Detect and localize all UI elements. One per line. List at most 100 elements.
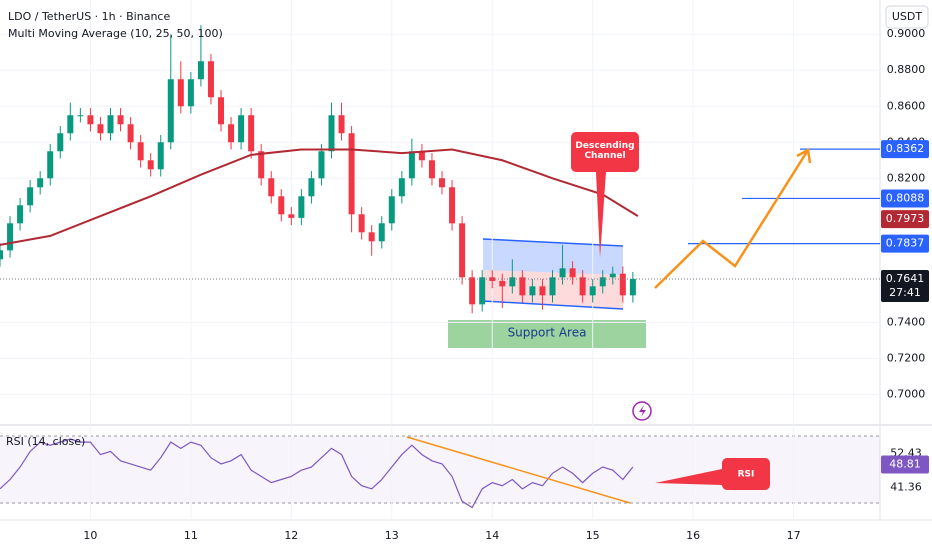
candle-body bbox=[459, 223, 466, 278]
candle-body bbox=[97, 124, 104, 134]
x-tick-label: 17 bbox=[787, 529, 801, 542]
candle-body bbox=[0, 250, 3, 260]
candle-body bbox=[308, 178, 315, 197]
candle-body bbox=[57, 133, 64, 152]
candle-body bbox=[147, 160, 154, 170]
rsi-tick-label: 41.36 bbox=[890, 481, 922, 494]
candle-body bbox=[418, 151, 425, 161]
rsi-callout-label: RSI bbox=[738, 470, 755, 480]
candle-body bbox=[318, 151, 325, 179]
candle-body bbox=[167, 79, 174, 143]
candle-body bbox=[529, 286, 536, 296]
price-level-badge bbox=[881, 140, 929, 159]
candle-body bbox=[599, 277, 606, 287]
last-price-badge bbox=[881, 269, 929, 302]
candle-body bbox=[177, 79, 184, 107]
channel-callout bbox=[571, 132, 639, 258]
candle-body bbox=[187, 79, 194, 107]
candle-body bbox=[499, 280, 506, 287]
candle-body bbox=[17, 205, 24, 224]
candle-body bbox=[47, 151, 54, 179]
price-level-label: 0.8088 bbox=[886, 191, 925, 204]
candle-body bbox=[127, 124, 134, 143]
candle-body bbox=[238, 115, 245, 143]
rsi-callout bbox=[655, 458, 770, 490]
candle-body bbox=[338, 115, 345, 134]
candle-body bbox=[288, 214, 295, 218]
candle-body bbox=[559, 268, 566, 278]
bolt bbox=[639, 405, 646, 417]
candle-body bbox=[549, 277, 556, 296]
candle-body bbox=[157, 142, 164, 170]
rsi-current-badge bbox=[881, 455, 929, 474]
projection-arrow bbox=[654, 149, 810, 289]
candle-body bbox=[509, 277, 516, 287]
candle-body bbox=[218, 97, 225, 125]
x-tick-label: 14 bbox=[485, 529, 499, 542]
candle-body bbox=[77, 115, 84, 117]
candle-body bbox=[469, 277, 476, 305]
ma-badge bbox=[881, 210, 929, 229]
candle-body bbox=[7, 223, 14, 251]
currency-label[interactable]: USDT bbox=[892, 10, 923, 23]
candle-body bbox=[388, 196, 395, 224]
candle-body bbox=[519, 277, 526, 296]
candle-body bbox=[368, 232, 375, 242]
candle-body bbox=[107, 115, 114, 134]
arrow-head bbox=[796, 148, 812, 164]
candle-body bbox=[248, 115, 255, 152]
candle-body bbox=[378, 223, 385, 242]
y-tick-label: 0.7200 bbox=[887, 351, 926, 364]
candle-body bbox=[589, 286, 596, 296]
x-tick-label: 13 bbox=[385, 529, 399, 542]
candle-body bbox=[228, 124, 235, 143]
plot bbox=[0, 0, 880, 520]
x-tick-label: 12 bbox=[284, 529, 298, 542]
candle-body bbox=[348, 133, 355, 215]
candle-body bbox=[539, 286, 546, 296]
x-tick-label: 10 bbox=[83, 529, 97, 542]
x-tick-label: 16 bbox=[686, 529, 700, 542]
alert-icon[interactable] bbox=[632, 401, 652, 421]
candle-body bbox=[428, 160, 435, 179]
y-tick-label: 0.8800 bbox=[887, 63, 926, 76]
candle-body bbox=[87, 115, 94, 125]
candle-body bbox=[27, 187, 34, 206]
candle-body bbox=[207, 61, 214, 98]
y-tick-label: 0.8600 bbox=[887, 99, 926, 112]
candle-body bbox=[278, 196, 285, 215]
candle-body bbox=[358, 214, 365, 233]
y-tick-label: 0.8200 bbox=[887, 171, 926, 184]
currency-button[interactable] bbox=[885, 5, 929, 29]
candle-body bbox=[449, 187, 456, 224]
candle-body bbox=[579, 277, 586, 296]
candle-body bbox=[117, 115, 124, 125]
candle-body bbox=[398, 178, 405, 197]
x-tick-label: 11 bbox=[184, 529, 198, 542]
moving-average bbox=[0, 148, 639, 246]
rsi-line bbox=[0, 438, 634, 509]
support-area bbox=[448, 320, 646, 348]
rsi-current-label: 48.81 bbox=[889, 458, 921, 471]
channel-callout-label: Descending Channel bbox=[575, 141, 635, 161]
rsi-title: RSI (14, close) bbox=[6, 435, 85, 448]
candle-body bbox=[258, 151, 265, 179]
indicator-legend: Multi Moving Average (10, 25, 50, 100) bbox=[8, 27, 223, 40]
candle-body bbox=[328, 115, 335, 152]
channel-upper bbox=[483, 239, 623, 275]
last-price-label: 0.7641 bbox=[886, 272, 925, 285]
price-level-badge bbox=[881, 234, 929, 253]
price-level-label: 0.8362 bbox=[886, 142, 925, 155]
candle-body bbox=[619, 273, 626, 296]
channel-bottom-line bbox=[482, 300, 624, 310]
ma-badge-label: 0.7973 bbox=[886, 212, 925, 225]
countdown-label: 27:41 bbox=[889, 286, 921, 299]
price-level-label: 0.7837 bbox=[886, 237, 925, 250]
candle-body bbox=[298, 196, 305, 218]
candle-body bbox=[439, 178, 446, 188]
price-level-badge bbox=[881, 189, 929, 208]
candle-body bbox=[408, 151, 415, 179]
